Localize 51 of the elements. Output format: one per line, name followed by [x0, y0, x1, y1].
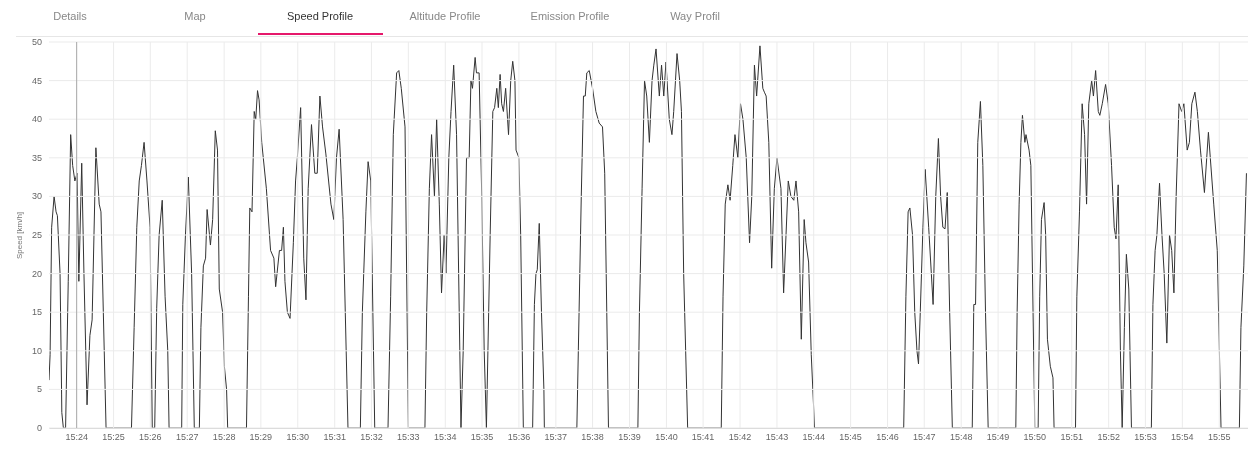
- y-tick-label: 25: [31, 230, 42, 240]
- x-tick-label: 15:38: [581, 432, 604, 442]
- x-tick-label: 15:35: [470, 432, 494, 442]
- y-tick-label: 30: [31, 191, 42, 202]
- x-tick-label: 15:53: [1134, 432, 1157, 442]
- text: Altitude Profile: [409, 10, 481, 22]
- x-tick-label: 15:49: [986, 432, 1010, 442]
- x-tick-label: 15:52: [1097, 432, 1120, 442]
- text: Emission Profile: [530, 10, 610, 22]
- y-tick-label: 45: [31, 75, 42, 86]
- x-tick-label: 15:46: [876, 432, 899, 442]
- x-tick-label: 15:34: [434, 432, 457, 442]
- y-tick-label: 40: [31, 114, 42, 125]
- y-tick-label: 0: [36, 423, 42, 433]
- x-tick-label: 15:24: [65, 432, 88, 442]
- x-tick-label: 15:33: [397, 432, 420, 442]
- x-tick-label: 15:44: [802, 432, 825, 442]
- x-tick-label: 15:36: [507, 432, 531, 442]
- x-tick-label: 15:45: [839, 432, 862, 442]
- y-tick-label: 15: [31, 307, 42, 318]
- x-tick-label: 15:47: [912, 432, 936, 442]
- x-tick-label: 15:40: [655, 432, 678, 442]
- x-tick-label: 15:42: [728, 432, 752, 442]
- text: Way Profil: [670, 10, 720, 22]
- x-tick-label: 15:48: [949, 432, 973, 442]
- x-tick-label: 15:31: [323, 432, 346, 442]
- x-tick-label: 15:55: [1207, 432, 1231, 442]
- y-tick-label: 50: [31, 37, 42, 47]
- x-tick-label: 15:50: [1023, 432, 1047, 442]
- x-tick-label: 15:30: [286, 432, 310, 442]
- text: Map: [184, 10, 206, 22]
- x-tick-label: 15:51: [1060, 432, 1084, 442]
- x-tick-label: 15:29: [249, 432, 273, 442]
- y-axis-title: Speed [km/h]: [14, 211, 24, 260]
- x-tick-label: 15:39: [618, 432, 641, 442]
- x-tick-label: 15:25: [102, 432, 125, 442]
- x-tick-label: 15:32: [360, 432, 383, 442]
- x-tick-label: 15:26: [139, 432, 162, 442]
- x-tick-label: 15:37: [544, 432, 568, 442]
- x-tick-label: 15:54: [1171, 432, 1194, 442]
- x-tick-label: 15:43: [765, 432, 789, 442]
- text: Details: [53, 10, 87, 22]
- x-tick-label: 15:28: [212, 432, 236, 442]
- x-tick-label: 15:41: [691, 432, 715, 442]
- y-tick-label: 35: [31, 152, 42, 163]
- y-tick-label: 5: [36, 384, 42, 395]
- chart-title: Speed Profile: [286, 10, 354, 22]
- y-tick-label: 20: [31, 268, 42, 279]
- x-tick-label: 15:27: [175, 432, 199, 442]
- line-series: [49, 45, 1247, 428]
- y-tick-label: 10: [31, 345, 42, 356]
